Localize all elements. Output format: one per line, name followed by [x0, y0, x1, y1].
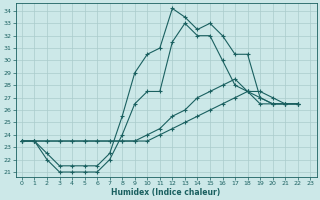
X-axis label: Humidex (Indice chaleur): Humidex (Indice chaleur) [111, 188, 221, 197]
